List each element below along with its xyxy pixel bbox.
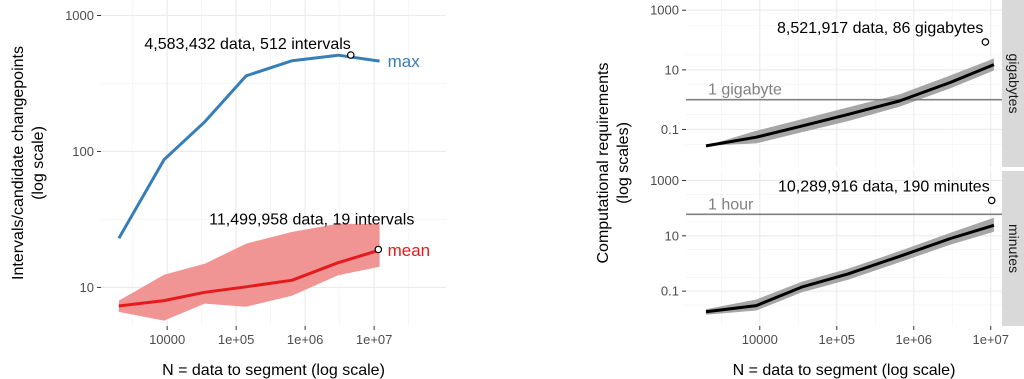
right-x-tick-label: 1e+07 — [972, 332, 1009, 347]
right-minutes-y-tick-label: 10 — [665, 228, 679, 243]
max-series-line — [117, 53, 380, 239]
left-y-tick-label: 100 — [72, 144, 94, 159]
right-minutes-y-tick-label: 1000 — [650, 173, 679, 188]
right-gigabytes-y-tick-label: 1000 — [650, 3, 679, 18]
max-annotation-point — [346, 51, 355, 59]
mean-annotation-text: 11,499,958 data, 19 intervals — [209, 211, 414, 228]
right-gigabytes-y-tick-label: 0.1 — [661, 122, 679, 137]
right-y-axis-title-line: (log scales) — [615, 122, 632, 204]
mean-annotation-point — [374, 245, 383, 254]
left-y-axis-title-line: Intervals/candidate changepoints — [10, 46, 27, 280]
left-y-tick-label: 1000 — [65, 8, 94, 23]
right-gigabytes-line — [705, 63, 995, 148]
right-y-axis-title: Computational requirements (log scales) — [595, 63, 632, 264]
max-annotation-text: 4,583,432 data, 512 intervals — [144, 36, 350, 53]
right-gigabytes-annotation-point — [981, 38, 990, 46]
left-x-axis-title: N = data to segment (log scale) — [162, 362, 385, 379]
left-x-tick-label: 1e+07 — [356, 332, 393, 347]
right-minutes-annotation-point — [987, 196, 996, 205]
left-x-tick-label: 1e+05 — [218, 332, 255, 347]
mean-series-label: mean — [388, 241, 431, 260]
left-chart: max mean 4,583,432 data, 512 intervals 11,4… — [10, 0, 446, 379]
right-minutes-strip — [1002, 171, 1024, 326]
left-x-tick-label: 10000 — [149, 332, 185, 347]
right-minutes-strip-label: minutes — [1006, 224, 1022, 273]
mean-series-line — [118, 248, 381, 308]
right-minutes-line — [705, 223, 995, 314]
right-chart: 1 gigabyte 8,521,917 data, 86 gigabytes 0.… — [595, 0, 1024, 379]
right-gigabytes-reference-label: 1 gigabyte — [708, 82, 782, 99]
right-gigabytes-panel: 1 gigabyte 8,521,917 data, 86 gigabytes 0.… — [650, 0, 1024, 167]
right-minutes-annotation-text: 10,289,916 data, 190 minutes — [778, 178, 990, 195]
right-minutes-reference-label: 1 hour — [708, 196, 754, 213]
left-y-tick-label: 10 — [80, 280, 94, 295]
left-x-tick-label: 1e+06 — [287, 332, 324, 347]
right-gigabytes-strip — [1002, 0, 1024, 167]
right-gigabytes-strip-label: gigabytes — [1006, 54, 1022, 114]
left-y-axis-title: Intervals/candidate changepoints (log sca… — [10, 46, 47, 280]
right-x-tick-label: 1e+06 — [896, 332, 933, 347]
right-y-axis-title-line: Computational requirements — [595, 63, 612, 264]
right-minutes-panel-background — [686, 171, 1002, 326]
right-gigabytes-annotation-text: 8,521,917 data, 86 gigabytes — [777, 20, 983, 37]
left-y-axis-title-line: (log scale) — [30, 126, 47, 200]
right-x-tick-label: 1e+05 — [819, 332, 856, 347]
right-x-tick-label: 10000 — [742, 332, 778, 347]
right-x-axis-title: N = data to segment (log scale) — [733, 362, 956, 379]
right-minutes-band — [706, 217, 994, 315]
max-series-label: max — [388, 52, 421, 71]
right-minutes-panel: 1 hour 10,289,916 data, 190 minutes 0.1 10 1… — [650, 171, 1024, 326]
right-gigabytes-y-tick-label: 10 — [665, 62, 679, 77]
right-minutes-y-tick-label: 0.1 — [661, 284, 679, 299]
